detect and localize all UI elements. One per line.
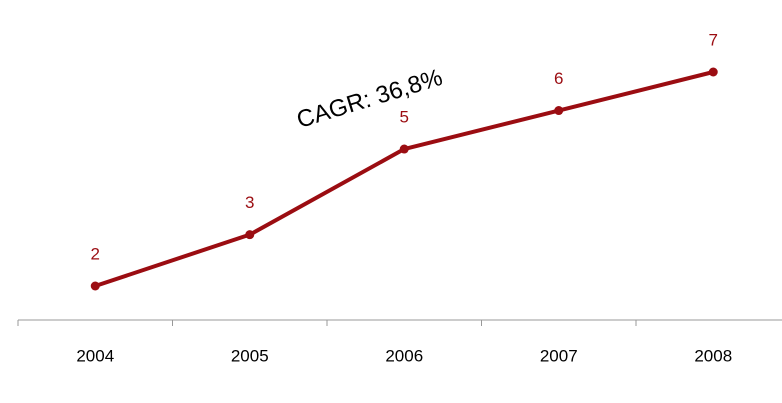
point (90, 281, 100, 291)
value-label: 2 (91, 244, 100, 263)
value-label: 6 (554, 69, 563, 88)
value-label: 7 (709, 30, 718, 49)
x-tick-label: 2007 (540, 346, 578, 365)
point (554, 106, 564, 116)
x-tick-label: 2006 (385, 346, 423, 365)
x-tick-label: 2004 (76, 346, 114, 365)
value-label: 5 (400, 108, 409, 127)
value-label: 3 (245, 193, 254, 212)
x-tick-label: 2005 (231, 346, 269, 365)
point (399, 144, 409, 154)
x-tick-label: 2008 (694, 346, 732, 365)
line (94, 70, 714, 288)
point (708, 67, 718, 77)
point (245, 230, 255, 240)
cagr-annotation: CAGR: 36,8% (294, 64, 446, 134)
